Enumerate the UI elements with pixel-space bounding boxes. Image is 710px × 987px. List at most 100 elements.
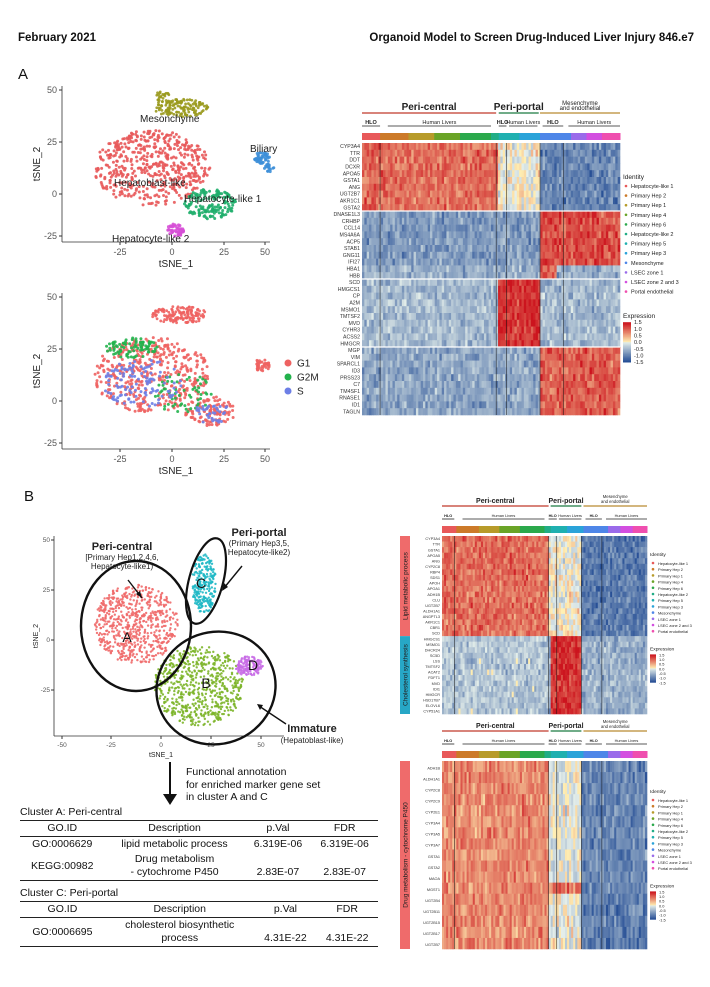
heatmap-cell	[462, 231, 466, 239]
heatmap-cell	[380, 265, 384, 273]
heatmap-cell	[444, 156, 447, 164]
scatter-point	[165, 112, 169, 116]
scatter-point	[203, 192, 207, 196]
scatter-point	[149, 196, 153, 200]
heatmap-cell	[401, 313, 405, 321]
heatmap-cell	[401, 170, 405, 178]
heatmap-cell	[441, 149, 445, 157]
scatter-point	[212, 418, 216, 422]
heatmap-cell	[467, 190, 471, 198]
heatmap-cell	[582, 204, 586, 212]
scatter-point	[115, 381, 119, 385]
heatmap-cell	[465, 299, 468, 307]
scatter-point	[207, 423, 211, 427]
heatmap-cell	[467, 299, 471, 307]
heatmap-cell	[498, 217, 501, 225]
heatmap-cell	[390, 197, 393, 205]
scatter-point	[214, 422, 218, 426]
scatter-point	[185, 366, 189, 370]
heatmap-cell	[385, 299, 389, 307]
heatmap-cell	[540, 306, 543, 314]
heatmap-cell	[521, 177, 525, 185]
scatter-point	[191, 401, 195, 405]
scatter-point	[149, 390, 153, 394]
heatmap-cell	[516, 285, 520, 293]
heatmap-cell	[479, 156, 482, 164]
heatmap-cell	[533, 156, 536, 164]
scatter-point	[206, 377, 210, 381]
heatmap-cell	[540, 245, 543, 253]
heatmap-cell	[617, 217, 621, 225]
scatter-point	[112, 347, 116, 351]
heatmap-cell	[483, 143, 487, 151]
heatmap-cell	[444, 211, 447, 219]
heatmap-cell	[608, 143, 611, 151]
scatter-point	[134, 388, 138, 392]
heatmap-cell	[502, 149, 506, 157]
heatmap-cell	[415, 272, 419, 280]
heatmap-cell	[540, 143, 543, 151]
heatmap-cell	[591, 204, 595, 212]
heatmap-cell	[554, 251, 557, 259]
heatmap-cell	[385, 251, 389, 259]
heatmap-cell	[601, 245, 604, 253]
heatmap-cell	[580, 143, 583, 151]
heatmap-cell	[458, 183, 461, 191]
heatmap-cell	[411, 190, 414, 198]
heatmap-cell	[608, 224, 611, 232]
heatmap-cell	[366, 163, 370, 171]
scatter-point	[173, 177, 177, 181]
scatter-point	[165, 109, 168, 113]
heatmap-cell	[528, 190, 532, 198]
heatmap-cell	[404, 285, 407, 293]
heatmap-cell	[549, 272, 553, 280]
heatmap-cell	[608, 231, 611, 239]
scatter-point	[130, 163, 134, 167]
heatmap-cell	[476, 197, 480, 205]
heatmap-cell	[476, 177, 480, 185]
scatter-point	[116, 385, 120, 389]
heatmap-cell	[401, 265, 405, 273]
heatmap-cell	[601, 156, 604, 164]
heatmap-cell	[458, 190, 461, 198]
heatmap-cell	[568, 183, 572, 191]
heatmap-cell	[605, 163, 609, 171]
scatter-point	[164, 154, 168, 158]
heatmap-cell	[587, 299, 590, 307]
heatmap-cell	[610, 245, 614, 253]
heatmap-cell	[523, 272, 527, 280]
scatter-point	[205, 173, 209, 177]
heatmap-cell	[448, 204, 452, 212]
scatter-point	[130, 385, 134, 389]
heatmap-cell	[615, 217, 618, 225]
heatmap-cell	[376, 211, 379, 219]
heatmap-cell	[469, 143, 473, 151]
heatmap-cell	[566, 183, 569, 191]
heatmap-cell	[575, 251, 579, 259]
heatmap-cell	[603, 279, 607, 287]
heatmap-cell	[533, 190, 536, 198]
heatmap-cell	[549, 204, 553, 212]
heatmap-cell	[493, 183, 496, 191]
heatmap-cell	[544, 285, 548, 293]
heatmap-cell	[397, 313, 400, 321]
scatter-point	[98, 150, 102, 154]
heatmap-cell	[364, 265, 367, 273]
heatmap-cell	[422, 272, 426, 280]
heatmap-cell	[394, 204, 398, 212]
heatmap-cell	[551, 211, 555, 219]
heatmap-cell	[570, 170, 574, 178]
scatter-point	[122, 150, 126, 154]
scatter-point	[202, 197, 206, 201]
scatter-point	[138, 393, 142, 397]
heatmap-cell	[472, 251, 475, 259]
heatmap-cell	[568, 224, 572, 232]
scatter-point	[182, 98, 186, 102]
scatter-point	[181, 184, 185, 188]
heatmap-cell	[601, 279, 604, 287]
scatter-point	[104, 374, 108, 378]
heatmap-cell	[523, 313, 527, 321]
heatmap-cell	[397, 251, 400, 259]
heatmap-cell	[460, 224, 464, 232]
heatmap-cell	[415, 156, 419, 164]
